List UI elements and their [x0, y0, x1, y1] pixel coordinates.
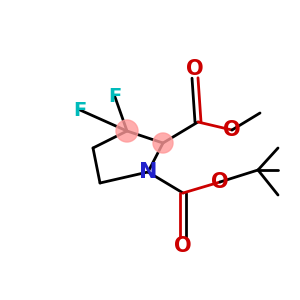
Text: O: O [186, 59, 204, 79]
Text: O: O [223, 120, 241, 140]
Text: O: O [211, 172, 229, 192]
Text: F: F [74, 100, 87, 119]
Text: O: O [174, 236, 192, 256]
Circle shape [116, 120, 138, 142]
Text: N: N [139, 162, 157, 182]
Text: F: F [108, 88, 122, 106]
Circle shape [153, 133, 173, 153]
